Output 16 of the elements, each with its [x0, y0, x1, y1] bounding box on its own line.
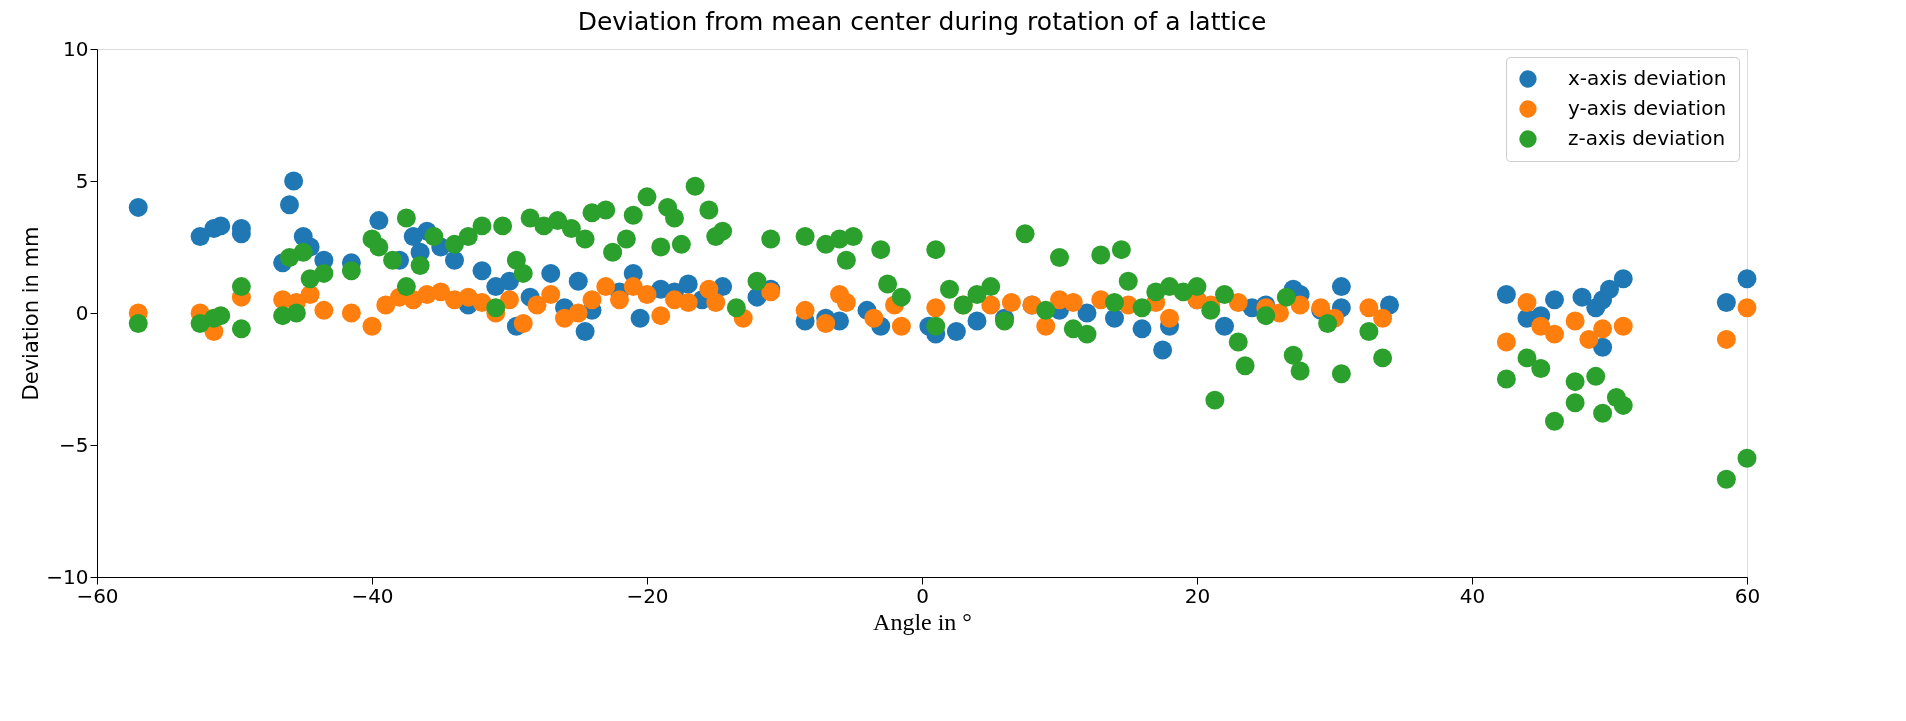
- legend-label: z-axis deviation: [1568, 126, 1726, 150]
- y-tick-label: 10: [63, 36, 89, 61]
- legend-label: x-axis deviation: [1568, 66, 1727, 90]
- y-axis-title: Deviation in mm: [19, 226, 44, 401]
- y-tick-label: −5: [59, 432, 89, 457]
- x-tick-label: 20: [1184, 583, 1211, 608]
- x-axis-title: Angle in °: [873, 608, 972, 635]
- legend-label: y-axis deviation: [1568, 96, 1727, 120]
- x-tick-label: 60: [1734, 583, 1761, 608]
- y-tick-label: 0: [75, 300, 89, 325]
- x-tick-label: 0: [916, 583, 929, 608]
- x-tick-label: −40: [351, 583, 394, 608]
- x-tick-label: −20: [626, 583, 669, 608]
- chart-title: Deviation from mean center during rotation of a lattice: [577, 7, 1267, 36]
- x-tick-label: 40: [1459, 583, 1486, 608]
- y-tick-label: 5: [75, 168, 89, 193]
